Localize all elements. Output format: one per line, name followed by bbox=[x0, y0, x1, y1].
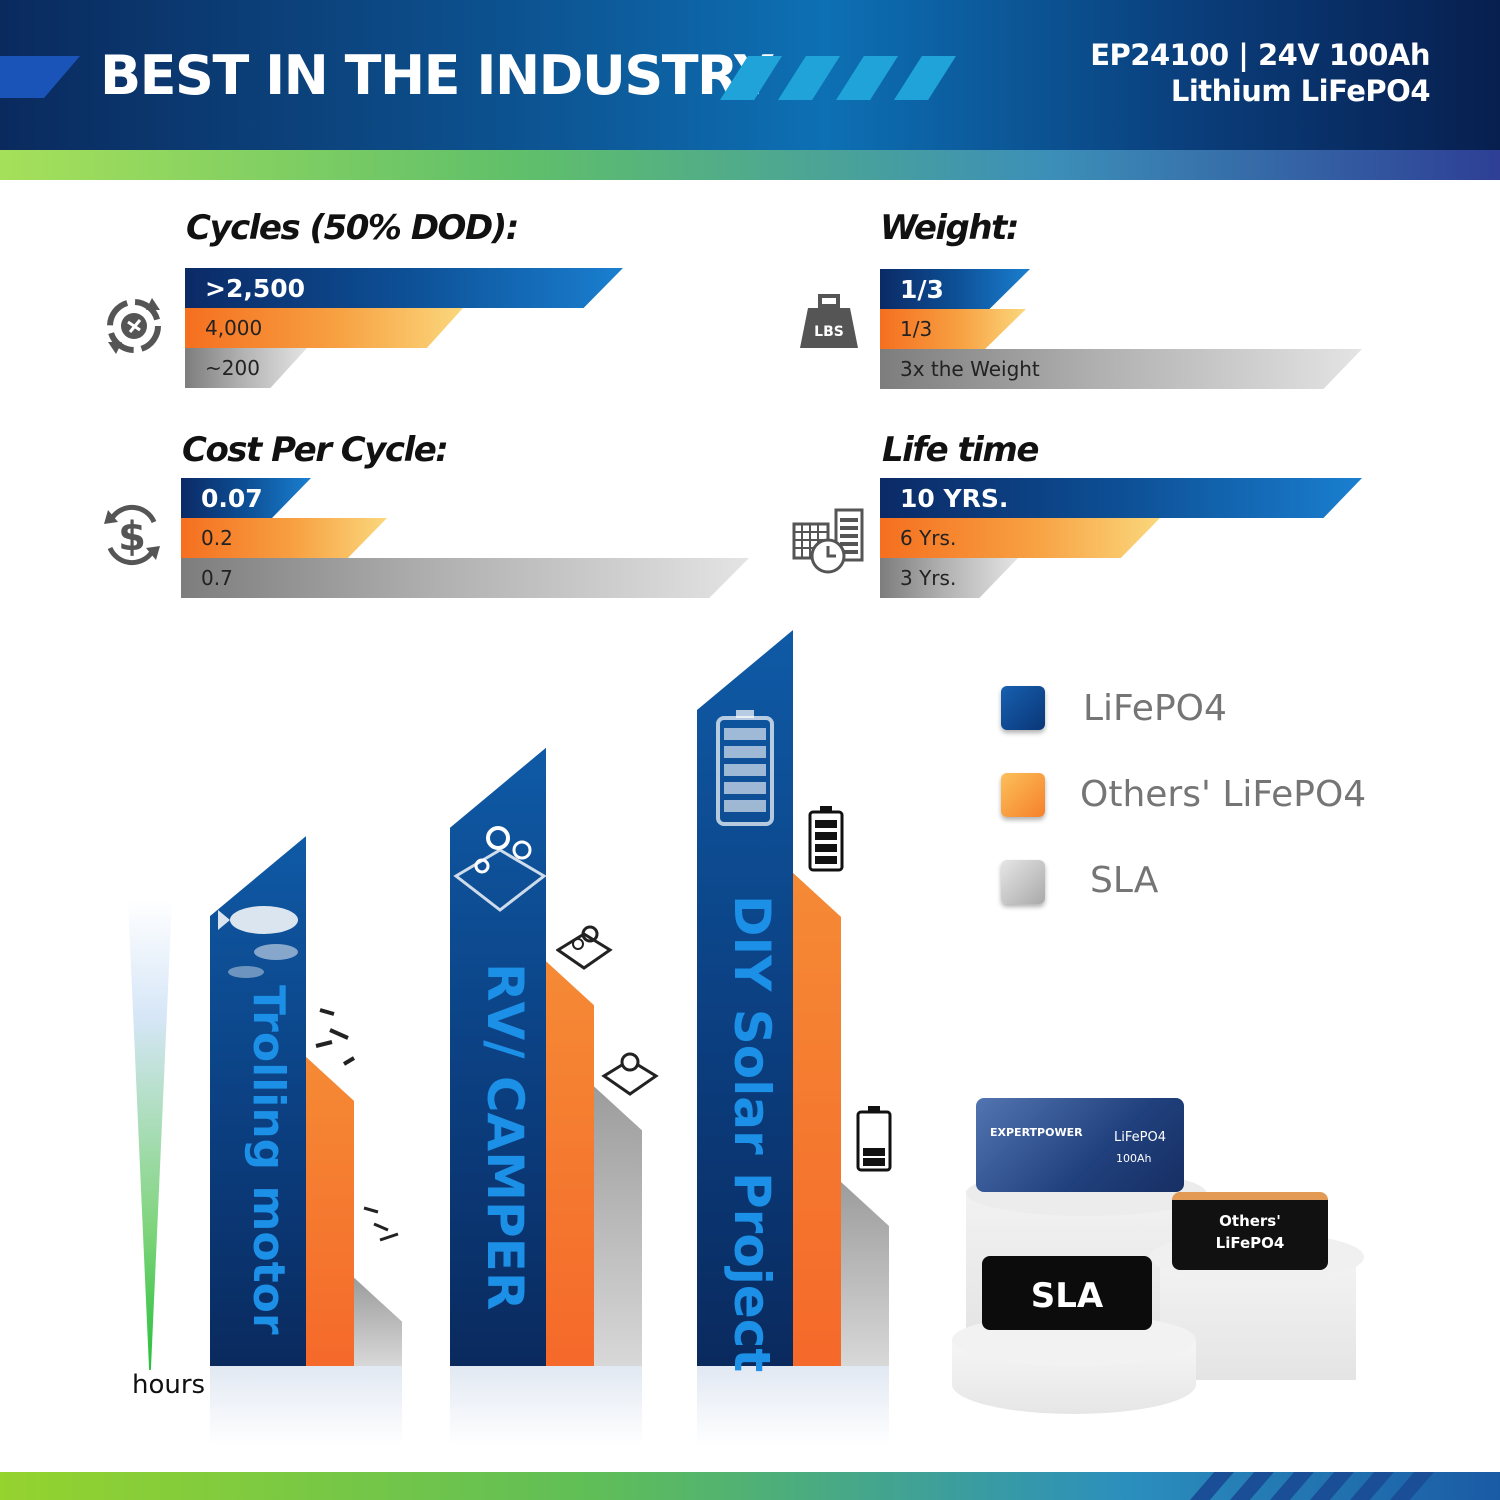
chart-bar-reflection bbox=[546, 1366, 594, 1446]
cost-per-cycle-title: Cost Per Cycle: bbox=[182, 430, 449, 470]
cycles-bar-lifepo4: >2,500 bbox=[185, 268, 623, 308]
battery-low-icon bbox=[856, 1106, 892, 1176]
chart-bar-reflection bbox=[354, 1366, 402, 1446]
battery-full-icon bbox=[714, 708, 776, 832]
life-bar-sla: 3 Yrs. bbox=[880, 558, 1018, 598]
chart-bar-sla-0 bbox=[354, 1277, 402, 1366]
bar-label: 3x the Weight bbox=[900, 357, 1040, 381]
battery-full-icon bbox=[808, 806, 844, 876]
page-title: BEST IN THE INDUSTRY bbox=[100, 44, 773, 107]
cost-bar-others: 0.2 bbox=[181, 518, 387, 558]
chart-bar-lifepo4-1 bbox=[450, 747, 546, 1366]
chart-bar-others-lifepo4-0 bbox=[306, 1056, 354, 1366]
others-battery-label-1: Others' bbox=[1219, 1212, 1281, 1230]
battery-capacity: 100Ah bbox=[1116, 1152, 1152, 1165]
legend-label-sla: SLA bbox=[1090, 860, 1159, 901]
weight-title: Weight: bbox=[880, 208, 1019, 248]
weight-bar-lifepo4: 1/3 bbox=[880, 269, 1030, 309]
fish-icon bbox=[360, 1200, 404, 1254]
battery-chemistry: LiFePO4 bbox=[1114, 1130, 1166, 1145]
weight-bar-others: 1/3 bbox=[880, 309, 1026, 349]
chart-bar-sla-2 bbox=[841, 1182, 889, 1366]
bar-label: 1/3 bbox=[900, 317, 933, 341]
chart-bar-lifepo4-2 bbox=[697, 630, 793, 1366]
bar-label: 0.2 bbox=[201, 526, 233, 550]
cost-bar-lifepo4: 0.07 bbox=[181, 478, 311, 518]
category-label: RV/ CAMPER bbox=[476, 963, 534, 1311]
hours-axis-arrow bbox=[128, 900, 172, 1370]
life-time-title: Life time bbox=[882, 430, 1039, 470]
legend-swatch-sla bbox=[1001, 860, 1045, 904]
dollar-cycle-icon: $ bbox=[104, 504, 160, 566]
others-battery-image: Others' LiFePO4 bbox=[1172, 1192, 1328, 1270]
map-pin-icon bbox=[600, 1048, 660, 1102]
chart-bar-reflection bbox=[306, 1366, 354, 1446]
chart-bar-reflection bbox=[697, 1366, 793, 1446]
header-gradient-stripe bbox=[0, 150, 1500, 180]
bar-label: 10 YRS. bbox=[900, 483, 1009, 513]
lifepo4-battery-image: EXPERTPOWER LiFePO4 100Ah bbox=[976, 1098, 1184, 1192]
calendar-clock-battery-icon bbox=[792, 508, 864, 574]
cycles-bar-sla: ~200 bbox=[185, 348, 307, 388]
bar-label: 1/3 bbox=[900, 274, 944, 304]
others-battery-label-2: LiFePO4 bbox=[1215, 1234, 1285, 1252]
model-name: EP24100 | 24V 100Ah bbox=[1090, 38, 1430, 72]
chart-bar-reflection bbox=[594, 1366, 642, 1446]
chart-bar-reflection bbox=[450, 1366, 546, 1446]
bar-label: 6 Yrs. bbox=[900, 526, 957, 550]
cycles-title: Cycles (50% DOD): bbox=[186, 208, 519, 248]
legend-swatch-others bbox=[1001, 773, 1045, 817]
sla-battery-label: SLA bbox=[1030, 1276, 1104, 1316]
life-bar-lifepo4: 10 YRS. bbox=[880, 478, 1362, 518]
y-axis-label: hours bbox=[132, 1370, 206, 1400]
category-label: Trolling motor bbox=[243, 985, 294, 1335]
sla-battery-image: SLA bbox=[982, 1256, 1152, 1330]
weight-bar-sla: 3x the Weight bbox=[880, 349, 1362, 389]
svg-text:$: $ bbox=[118, 514, 146, 560]
fish-icon bbox=[310, 1000, 370, 1084]
bar-label: 0.07 bbox=[201, 483, 263, 513]
chart-bar-others-lifepo4-2 bbox=[793, 872, 841, 1366]
weight-lbs-icon: LBS bbox=[800, 294, 858, 348]
bar-label: >2,500 bbox=[205, 273, 306, 303]
chart-bar-others-lifepo4-1 bbox=[546, 961, 594, 1366]
map-pin-icon bbox=[452, 820, 548, 920]
weight-icon-label: LBS bbox=[814, 324, 844, 340]
legend-label-lifepo4: LiFePO4 bbox=[1083, 688, 1227, 729]
battery-brand: EXPERTPOWER bbox=[990, 1126, 1083, 1139]
bar-label: 0.7 bbox=[201, 566, 233, 590]
bar-label: 4,000 bbox=[205, 316, 263, 340]
chart-bar-reflection bbox=[793, 1366, 841, 1446]
bar-label: 3 Yrs. bbox=[900, 566, 957, 590]
legend-swatch-lifepo4 bbox=[1001, 686, 1045, 730]
chart-bar-reflection bbox=[210, 1366, 306, 1446]
category-label: DIY Solar Project bbox=[723, 895, 781, 1373]
bar-label: ~200 bbox=[205, 356, 260, 380]
fish-icon bbox=[216, 880, 306, 1004]
chart-bar-reflection bbox=[841, 1366, 889, 1446]
map-pin-icon bbox=[555, 920, 614, 976]
model-chemistry: Lithium LiFePO4 bbox=[1170, 74, 1431, 108]
recycle-arrows-icon bbox=[107, 298, 161, 354]
chart-bar-sla-1 bbox=[594, 1086, 642, 1366]
chart-bar-lifepo4-0 bbox=[210, 836, 306, 1366]
cycles-bar-others: 4,000 bbox=[185, 308, 463, 348]
legend-label-others: Others' LiFePO4 bbox=[1080, 774, 1367, 815]
cost-bar-sla: 0.7 bbox=[181, 558, 749, 598]
life-bar-others: 6 Yrs. bbox=[880, 518, 1160, 558]
